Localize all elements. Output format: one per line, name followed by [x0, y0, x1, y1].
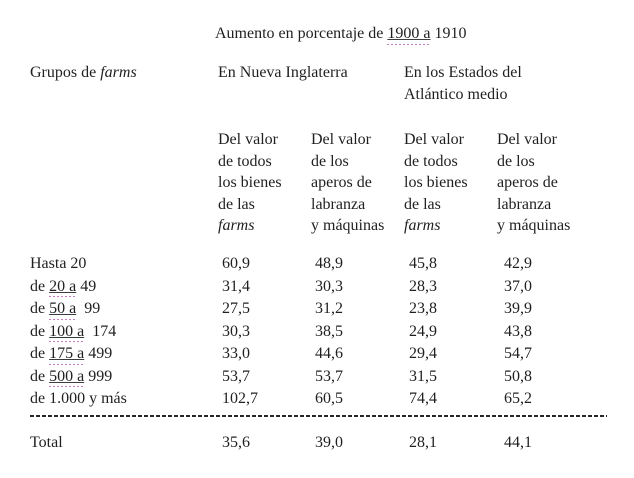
row-label-suffix: 499	[84, 345, 113, 362]
row-label-text: de	[30, 300, 50, 317]
row-label-text: de	[30, 322, 50, 340]
row-label-underlined: 50 a	[49, 300, 77, 320]
row-label-underlined: 100 a	[49, 322, 85, 343]
total-value: 39,0	[315, 434, 343, 451]
cell-value: 31,2	[315, 300, 343, 317]
column-header-4: Del valor de los aperos de labranza y má…	[497, 129, 607, 237]
cell-value: 60,9	[222, 255, 250, 272]
table-body: Hasta 20 60,9 48,9 45,8 42,9 de 20 a 49 …	[0, 255, 634, 413]
table-row: de 500 a 999 53,7 53,7 31,5 50,8	[0, 367, 634, 391]
table-row: de 20 a 49 31,4 30,3 28,3 37,0	[0, 277, 634, 301]
cell-value: 30,3	[222, 322, 250, 340]
cell-value: 38,5	[315, 322, 343, 340]
region-header-mid-atlantic: En los Estados del Atlántico medio	[404, 64, 522, 103]
row-label: de 20 a 49	[30, 277, 97, 298]
row-label: de 50 a 99	[30, 300, 101, 320]
row-label-suffix: 174	[84, 322, 117, 340]
cell-value: 28,3	[409, 277, 437, 295]
cell-value: 43,8	[504, 322, 532, 340]
cell-value: 54,7	[504, 345, 532, 362]
cell-value: 50,8	[504, 367, 532, 385]
title-text: Aumento en porcentaje de	[215, 25, 388, 42]
row-label-suffix: 99	[76, 300, 101, 317]
cell-value: 53,7	[315, 367, 343, 385]
cell-value: 60,5	[315, 390, 343, 407]
cell-value: 53,7	[222, 367, 250, 385]
row-label: de 100 a 174	[30, 322, 117, 343]
cell-value: 102,7	[222, 390, 258, 407]
column-header-1-text: Del valor de todos los bienes de las	[218, 131, 282, 213]
column-header-1-italic: farms	[218, 217, 255, 234]
total-row: Total 35,6 39,0 28,1 44,1	[0, 434, 634, 456]
row-group-label-text: Grupos de	[30, 64, 101, 81]
cell-value: 48,9	[315, 255, 343, 272]
dashed-separator	[30, 415, 607, 417]
cell-value: 31,4	[222, 277, 250, 295]
cell-value: 33,0	[222, 345, 250, 362]
table-row: de 1.000 y más 102,7 60,5 74,4 65,2	[0, 390, 634, 413]
table-row: de 50 a 99 27,5 31,2 23,8 39,9	[0, 300, 634, 323]
region-header-new-england: En Nueva Inglaterra	[218, 64, 348, 81]
cell-value: 27,5	[222, 300, 250, 317]
row-label-underlined: 500 a	[49, 367, 85, 388]
row-label-text: de	[30, 367, 50, 385]
column-header-2: Del valor de los aperos de labranza y má…	[311, 129, 406, 237]
cell-value: 65,2	[504, 390, 532, 407]
cell-value: 42,9	[504, 255, 532, 272]
row-label-underlined: 20 a	[49, 277, 77, 298]
row-label-underlined: 175 a	[49, 345, 85, 365]
title-underlined-text: 1900 a	[387, 25, 431, 45]
row-label: de 1.000 y más	[30, 390, 127, 408]
column-header-3-italic: farms	[404, 217, 441, 234]
total-value: 28,1	[409, 434, 437, 451]
column-header-3-text: Del valor de todos los bienes de las	[404, 131, 468, 213]
cell-value: 23,8	[409, 300, 437, 317]
total-value: 35,6	[222, 434, 250, 451]
cell-value: 24,9	[409, 322, 437, 340]
cell-value: 44,6	[315, 345, 343, 362]
column-header-1: Del valor de todos los bienes de las far…	[218, 129, 313, 237]
cell-value: 29,4	[409, 345, 437, 362]
column-header-2-text: Del valor de los aperos de labranza y má…	[311, 131, 385, 234]
row-label-suffix: 999	[84, 367, 113, 385]
cell-value: 74,4	[409, 390, 437, 407]
total-value: 44,1	[504, 434, 532, 451]
row-label-text: de	[30, 345, 50, 362]
row-group-label-italic: farms	[100, 64, 137, 81]
table-row: de 100 a 174 30,3 38,5 24,9 43,8	[0, 322, 634, 346]
row-label: de 175 a 499	[30, 345, 113, 365]
total-label: Total	[30, 434, 63, 451]
row-label-text: de	[30, 277, 50, 295]
table-row: Hasta 20 60,9 48,9 45,8 42,9	[0, 255, 634, 278]
table-title: Aumento en porcentaje de 1900 a 1910	[215, 23, 466, 45]
cell-value: 39,9	[504, 300, 532, 317]
table-row: de 175 a 499 33,0 44,6 29,4 54,7	[0, 345, 634, 368]
cell-value: 30,3	[315, 277, 343, 295]
column-header-4-text: Del valor de los aperos de labranza y má…	[497, 131, 571, 234]
row-group-label: Grupos de farms	[30, 62, 137, 84]
row-label-text: de 1.000 y más	[30, 390, 127, 407]
row-label-text: Hasta 20	[30, 255, 87, 272]
title-text-suffix: 1910	[430, 25, 467, 42]
row-label-suffix: 49	[76, 277, 97, 295]
column-header-3: Del valor de todos los bienes de las far…	[404, 129, 499, 237]
row-label: Hasta 20	[30, 255, 86, 273]
cell-value: 45,8	[409, 255, 437, 272]
row-label: de 500 a 999	[30, 367, 113, 388]
cell-value: 31,5	[409, 367, 437, 385]
cell-value: 37,0	[504, 277, 532, 295]
